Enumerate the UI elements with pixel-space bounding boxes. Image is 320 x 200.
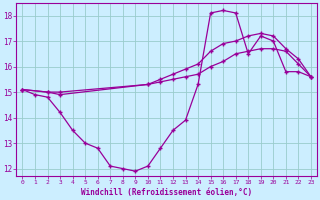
X-axis label: Windchill (Refroidissement éolien,°C): Windchill (Refroidissement éolien,°C) <box>81 188 252 197</box>
